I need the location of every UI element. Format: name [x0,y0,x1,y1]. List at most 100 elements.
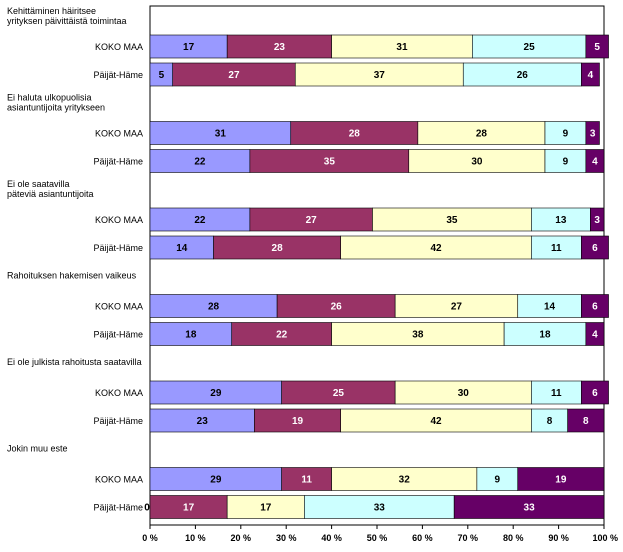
x-tick-label: 50 % [367,533,388,543]
data-label: 11 [551,243,562,254]
data-label: 32 [399,475,411,486]
data-label: 27 [228,70,240,81]
data-label: 42 [430,416,442,427]
data-label: 27 [306,215,318,226]
group-title-line: Rahoituksen hakemisen vaikeus [7,271,137,281]
data-label: 31 [215,129,227,140]
bar-segment [585,121,600,145]
data-label: 19 [555,475,567,486]
data-label: 9 [495,475,501,486]
bar-segment [517,467,605,491]
bar-segment [585,322,605,346]
data-label: 14 [544,302,556,313]
data-label: 11 [551,388,562,399]
data-label: 6 [592,388,598,399]
bar-row-label: KOKO MAA [95,129,143,139]
data-label: 35 [446,215,458,226]
data-label: 28 [476,129,488,140]
x-tick-label: 100 % [592,533,618,543]
bar-row-label: Päijät-Häme [93,330,143,340]
x-tick-label: 20 % [231,533,252,543]
group-title-line: Kehittäminen häiritsee [7,6,96,16]
data-label: 18 [185,330,197,341]
data-label: 19 [292,416,304,427]
data-label: 25 [333,388,345,399]
data-label: 26 [517,70,529,81]
data-label: 29 [210,388,222,399]
bar-row-label: KOKO MAA [95,215,143,225]
x-tick-label: 10 % [185,533,206,543]
bar-row-label: KOKO MAA [95,302,143,312]
bar-row-label: KOKO MAA [95,475,143,485]
data-label: 6 [592,243,598,254]
data-label: 11 [301,475,312,486]
x-tick-label: 90 % [548,533,569,543]
data-label: 3 [590,129,596,140]
x-tick-label: 80 % [503,533,524,543]
data-label: 17 [260,503,272,514]
data-label: 42 [430,243,442,254]
data-label: 8 [583,416,589,427]
bar-segment [453,495,605,519]
data-label: 6 [592,302,598,313]
data-label: 26 [331,302,343,313]
data-label: 31 [396,42,408,53]
data-label: 22 [194,215,206,226]
bar-segment [567,408,605,433]
data-label: 8 [547,416,553,427]
bar-row-label: Päijät-Häme [93,157,143,167]
group-title-line: päteviä asiantuntijoita [7,189,94,199]
data-label: 30 [458,388,470,399]
bar-row-label: Päijät-Häme [93,70,143,80]
bar-segment [580,294,609,318]
bar-row-label: Päijät-Häme [93,416,143,426]
x-tick-label: 60 % [412,533,433,543]
x-tick-label: 30 % [276,533,297,543]
data-label: 23 [197,416,209,427]
data-label: 4 [592,330,598,341]
bar-row-label: KOKO MAA [95,42,143,52]
data-label: 27 [451,302,463,313]
data-label: 22 [276,330,288,341]
data-label: 14 [176,243,188,254]
x-tick-label: 40 % [321,533,342,543]
group-title-line: yrityksen päivittäistä toimintaa [7,16,127,26]
data-label: 17 [183,42,195,53]
bar-segment [580,62,600,87]
data-label: 28 [272,243,284,254]
x-tick-label: 0 % [142,533,158,543]
group-title-line: Ei ole saatavilla [7,179,70,189]
bar-segment [580,380,609,405]
group-title-line: Ei ole julkista rahoitusta saatavilla [7,357,142,367]
data-label: 22 [194,157,206,168]
data-label: 25 [524,42,536,53]
data-label: 38 [412,330,424,341]
bar-segment [580,235,609,260]
data-label: 5 [594,42,600,53]
group-title-line: asiantuntijoita yritykseen [7,103,105,113]
x-tick-label: 70 % [458,533,479,543]
data-label: 18 [539,330,551,341]
data-label: 37 [374,70,386,81]
data-label: 33 [524,503,536,514]
data-label: 35 [324,157,336,168]
data-label: 28 [208,302,220,313]
data-label: 3 [594,215,600,226]
bar-row-label: Päijät-Häme [93,243,143,253]
data-label: 9 [563,129,569,140]
data-label: 0 [144,503,150,514]
data-label: 23 [274,42,286,53]
group-title-line: Jokin muu este [7,444,68,454]
group-title-line: Ei haluta ulkopuolisia [7,93,92,103]
data-label: 33 [374,503,386,514]
bar-segment [585,149,605,173]
data-label: 30 [471,157,483,168]
data-label: 13 [555,215,567,226]
data-label: 28 [349,129,361,140]
data-label: 4 [588,70,594,81]
data-label: 4 [592,157,598,168]
data-label: 5 [159,70,165,81]
data-label: 9 [563,157,569,168]
